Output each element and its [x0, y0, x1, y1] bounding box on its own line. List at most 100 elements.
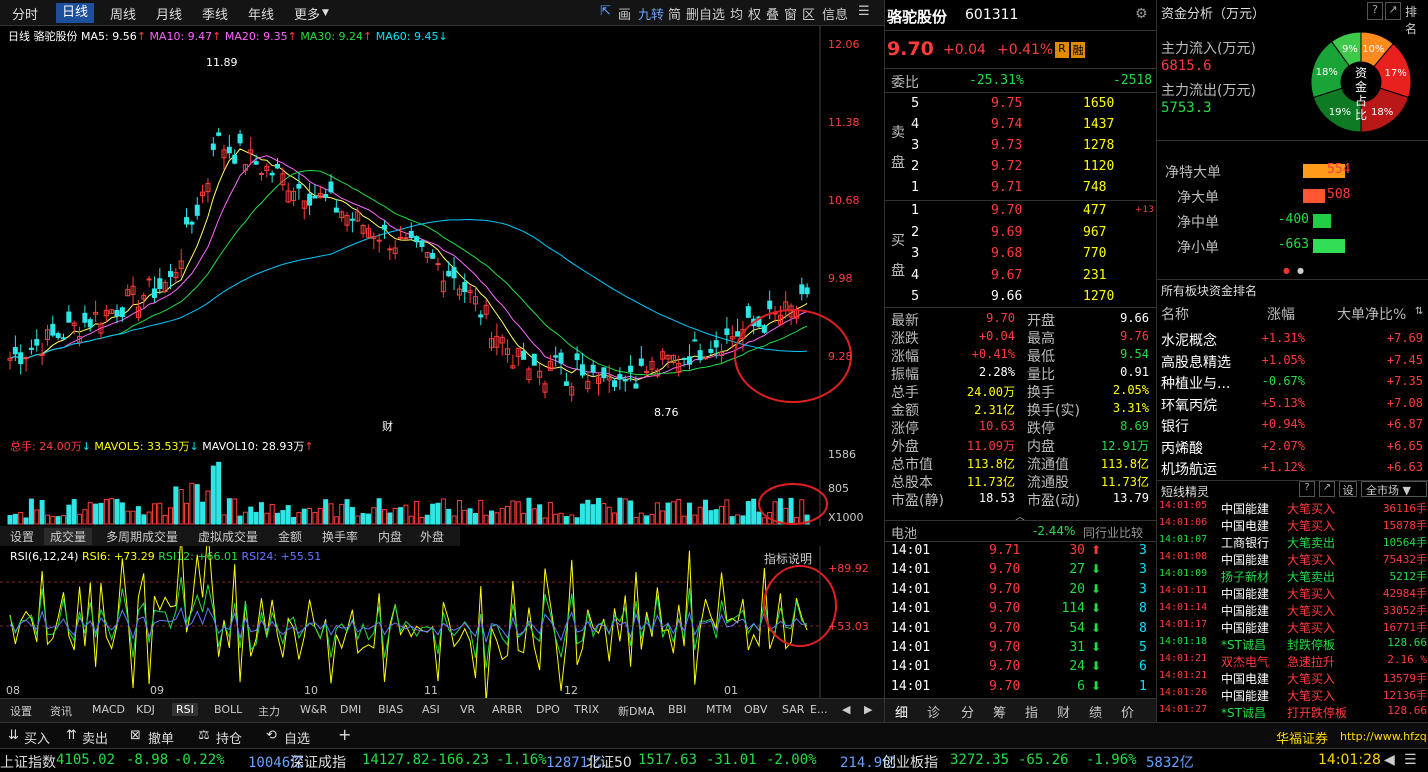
draw-icon[interactable]: ⇱ [600, 4, 611, 19]
jiuzhuan-button[interactable]: 九转 [638, 8, 665, 23]
ind-tab-sar[interactable]: SAR [782, 703, 805, 716]
sprite-stock[interactable]: 扬子新材 [1221, 570, 1270, 584]
ask-price[interactable]: 9.74 [991, 117, 1023, 132]
kline-chart[interactable]: 日线 骆驼股份 MA5: 9.56↑ MA10: 9.47↑ MA20: 9.3… [0, 26, 884, 436]
ind-tab-boll[interactable]: BOLL [214, 703, 243, 716]
sprite-stock[interactable]: *ST诚昌 [1221, 706, 1266, 720]
sector-name[interactable]: 种植业与... [1161, 376, 1231, 392]
rank-button[interactable]: 排名 [1405, 5, 1418, 36]
sector-name[interactable]: 水泥概念 [1161, 333, 1217, 349]
buy-button[interactable]: 买入 [24, 732, 51, 747]
info-button[interactable]: 信息 [822, 8, 849, 23]
remove-fav-button[interactable]: 删自选 [686, 8, 726, 23]
sprite-stock[interactable]: 中国能建 [1221, 689, 1270, 703]
ind-tab-dpo[interactable]: DPO [536, 703, 560, 716]
overlay-button[interactable]: 叠 [766, 8, 780, 23]
sector-name[interactable]: 丙烯酸 [1161, 440, 1203, 457]
mid-tab-index[interactable]: 指 [1025, 706, 1039, 721]
vol-tab-inner[interactable]: 内盘 [378, 530, 403, 544]
sell-button[interactable]: 卖出 [82, 732, 109, 747]
tab-monthly[interactable]: 月线 [156, 8, 183, 23]
menu-icon[interactable]: ☰ [1404, 752, 1417, 768]
list-icon[interactable]: ☰ [858, 4, 870, 19]
mid-tab-finance[interactable]: 财 [1057, 706, 1071, 721]
bid-price[interactable]: 9.69 [991, 224, 1023, 240]
help-icon[interactable]: ? [1367, 2, 1383, 20]
favorite-icon[interactable]: ⟲ [266, 728, 277, 743]
index-name[interactable]: 北证50 [586, 755, 632, 771]
industry-compare-link[interactable]: 同行业比较 [1083, 526, 1144, 540]
indicator-help-button[interactable]: 指标说明 [764, 552, 813, 566]
vol-tab-volume[interactable]: 成交量 [44, 528, 93, 545]
page-dot-active[interactable]: ● [1283, 266, 1290, 275]
ind-tab-macd[interactable]: MACD [92, 703, 125, 716]
sprite-stock[interactable]: 中国能建 [1221, 553, 1270, 567]
ind-tab-asi[interactable]: ASI [422, 703, 440, 716]
rsi-chart[interactable]: RSI(6,12,24) RSI6: +73.29 RSI12: +66.01 … [0, 546, 884, 698]
col-ratio[interactable]: 大单净比% [1337, 307, 1407, 323]
ind-tab-arbr[interactable]: ARBR [492, 703, 523, 716]
page-dot[interactable]: ● [1297, 266, 1304, 275]
draw-tool-icon[interactable]: 画 [618, 8, 632, 23]
sprite-stock[interactable]: 工商银行 [1221, 536, 1270, 550]
quan-button[interactable]: 权 [748, 8, 762, 23]
sound-icon[interactable]: ◀ [1384, 752, 1395, 768]
sprite-stock[interactable]: 中国能建 [1221, 502, 1270, 516]
mid-tab-perf[interactable]: 绩 [1089, 706, 1103, 721]
ask-price[interactable]: 9.73 [991, 138, 1023, 153]
sector-name[interactable]: 机场航运 [1161, 462, 1217, 478]
expand-icon[interactable]: ↗ [1385, 2, 1401, 20]
tab-more[interactable]: 更多 [294, 8, 321, 23]
ind-tab-settings[interactable]: 设置 [10, 705, 32, 718]
ind-tab-mtm[interactable]: MTM [706, 703, 732, 716]
chevron-down-icon[interactable]: ▼ [322, 8, 329, 18]
sector-name[interactable]: 银行 [1161, 419, 1189, 435]
sector-name[interactable]: 高股息精选 [1161, 354, 1231, 371]
ind-tab-bias[interactable]: BIAS [378, 703, 404, 716]
sprite-settings-button[interactable]: 设 [1339, 481, 1357, 497]
ask-price[interactable]: 9.71 [991, 180, 1023, 195]
vol-tab-outer[interactable]: 外盘 [420, 530, 445, 544]
index-name[interactable]: 上证指数 [0, 755, 56, 771]
sprite-stock[interactable]: 中国电建 [1221, 519, 1270, 533]
vol-tab-virtual[interactable]: 虚拟成交量 [198, 530, 259, 544]
ind-tab-rsi[interactable]: RSI [172, 703, 198, 716]
add-icon[interactable]: + [338, 725, 352, 744]
window-button[interactable]: 窗 [784, 8, 798, 23]
sprite-stock[interactable]: 双杰电气 [1221, 655, 1270, 669]
sell-icon[interactable]: ⇈ [66, 728, 77, 743]
position-icon[interactable]: ⚖ [198, 728, 210, 743]
sprite-stock[interactable]: 中国电建 [1221, 672, 1270, 686]
ind-tab-trix[interactable]: TRIX [574, 703, 600, 716]
sprite-stock[interactable]: *ST诚昌 [1221, 638, 1266, 652]
sort-icon[interactable]: ⇅ [1415, 306, 1424, 317]
avg-button[interactable]: 均 [730, 8, 744, 23]
ind-tab-obv[interactable]: OBV [744, 703, 768, 716]
tab-yearly[interactable]: 年线 [248, 8, 275, 23]
ind-tab-zhuli[interactable]: 主力 [258, 705, 280, 718]
sprite-stock[interactable]: 中国能建 [1221, 604, 1270, 618]
finance-marker[interactable]: 财 [382, 420, 393, 433]
tab-weekly[interactable]: 周线 [110, 8, 137, 23]
vol-tab-amount[interactable]: 金额 [278, 530, 303, 544]
index-name[interactable]: 深证成指 [290, 755, 346, 771]
tab-fenshi[interactable]: 分时 [12, 8, 39, 23]
expand-icon[interactable]: ↗ [1319, 481, 1335, 497]
broker-url[interactable]: http://www.hfzq. [1340, 730, 1428, 743]
tab-daily[interactable]: 日线 [56, 3, 95, 23]
position-button[interactable]: 持仓 [216, 732, 243, 747]
sprite-stock[interactable]: 中国能建 [1221, 587, 1270, 601]
market-select[interactable]: 全市场 ▼ [1361, 481, 1427, 497]
ind-tab-more[interactable]: E... [810, 703, 828, 716]
mid-tab-chips[interactable]: 筹 [993, 706, 1007, 721]
mid-tab-detail[interactable]: 细 [895, 706, 909, 721]
vol-tab-multi[interactable]: 多周期成交量 [106, 530, 179, 544]
mid-tab-fen[interactable]: 分 [961, 706, 975, 721]
ask-price[interactable]: 9.75 [991, 96, 1023, 111]
ind-tab-bbi[interactable]: BBI [668, 703, 687, 716]
bid-price[interactable]: 9.66 [991, 289, 1023, 304]
collapse-icon[interactable]: ︿ [1015, 512, 1025, 523]
tab-quarterly[interactable]: 季线 [202, 8, 229, 23]
ind-tab-wr[interactable]: W&R [300, 703, 328, 716]
ind-tab-vr[interactable]: VR [460, 703, 476, 716]
